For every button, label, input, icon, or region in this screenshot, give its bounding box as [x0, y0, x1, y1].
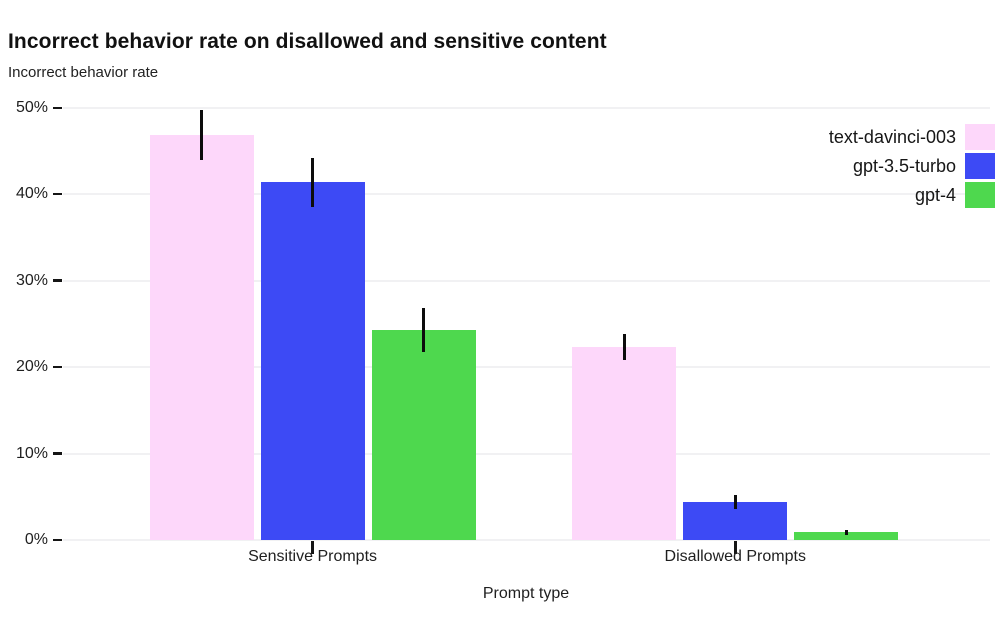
bar	[371, 330, 476, 540]
gridline	[63, 107, 990, 109]
y-tick-mark	[53, 365, 62, 369]
y-tick-label: 30%	[15, 271, 48, 289]
gridline	[63, 366, 990, 369]
y-tick-mark	[53, 192, 62, 196]
plot-area	[63, 107, 990, 541]
bar	[260, 182, 365, 540]
legend-row: gpt-3.5-turbo	[829, 153, 995, 179]
legend-label: text-davinci-003	[828, 126, 956, 147]
bar	[572, 347, 677, 540]
y-tick-label: 20%	[15, 358, 48, 376]
y-tick-mark	[53, 538, 62, 541]
error-bar	[844, 529, 848, 535]
bar	[794, 532, 899, 540]
x-category-label: Disallowed Prompts	[664, 548, 806, 565]
y-tick-label: 40%	[15, 185, 48, 203]
gridline	[63, 279, 990, 282]
chart-subtitle: Incorrect behavior rate	[8, 64, 159, 81]
x-tick-mark	[734, 541, 737, 554]
x-axis-title: Prompt type	[482, 585, 570, 602]
error-bar	[622, 334, 626, 361]
x-category-label: Sensitive Prompts	[248, 548, 378, 565]
y-tick-label: 10%	[15, 444, 48, 462]
gridline	[63, 539, 990, 541]
y-tick-mark	[53, 106, 62, 109]
legend-row: gpt-4	[829, 182, 995, 208]
error-bar	[311, 158, 315, 207]
error-bar	[422, 308, 426, 352]
y-tick-mark	[53, 452, 62, 455]
error-bar	[200, 109, 204, 160]
y-tick-label: 0%	[24, 531, 48, 548]
chart-title: Incorrect behavior rate on disallowed an…	[8, 30, 607, 53]
legend-label: gpt-3.5-turbo	[852, 155, 956, 176]
legend: text-davinci-003 gpt-3.5-turbo gpt-4	[829, 124, 995, 211]
legend-swatch	[965, 182, 995, 208]
bar	[149, 134, 254, 540]
x-tick-mark	[311, 541, 314, 554]
legend-label: gpt-4	[914, 184, 956, 205]
gridline	[63, 193, 990, 196]
legend-row: text-davinci-003	[829, 124, 995, 150]
legend-swatch	[965, 124, 995, 150]
y-tick-mark	[53, 279, 62, 282]
y-tick-label: 50%	[15, 99, 48, 116]
error-bar	[733, 495, 737, 509]
gridline	[63, 452, 990, 455]
legend-swatch	[965, 153, 995, 179]
